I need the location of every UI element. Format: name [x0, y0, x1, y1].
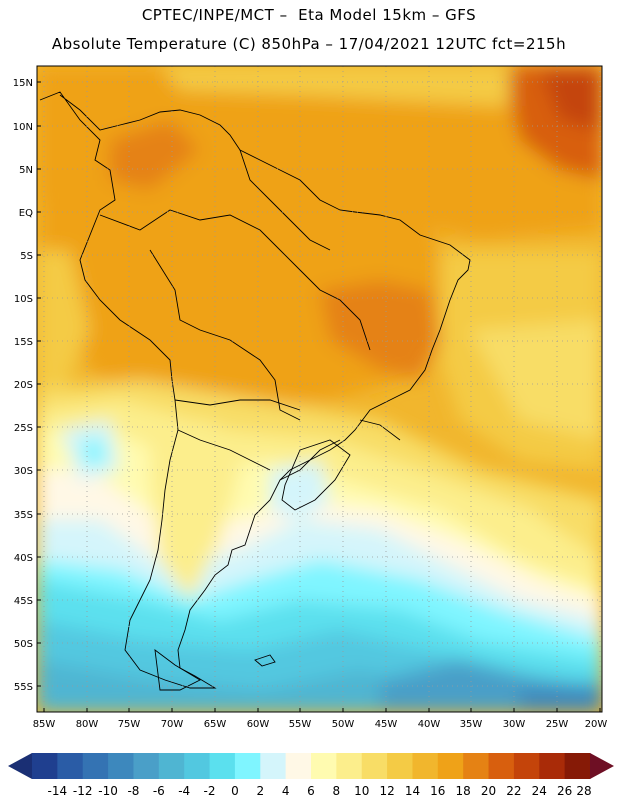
map-frame	[36, 65, 603, 713]
colorbar-swatch	[260, 753, 287, 779]
colorbar-swatch	[184, 753, 211, 779]
colorbar-label: -4	[178, 784, 190, 798]
colorbar-label: 0	[231, 784, 239, 798]
lat-label: 30S	[14, 466, 33, 477]
colorbar-label: 8	[333, 784, 341, 798]
lat-label: 5N	[19, 165, 33, 176]
lon-label: 35W	[460, 719, 483, 730]
colorbar-label: -14	[48, 784, 68, 798]
colorbar-swatch	[82, 753, 109, 779]
map-title-line1: CPTEC/INPE/MCT – Eta Model 15km – GFS	[141, 6, 477, 24]
colorbar-left-tip	[8, 753, 32, 779]
colorbar-swatch	[158, 753, 185, 779]
colorbar-swatch	[57, 753, 84, 779]
colorbar-swatch	[564, 753, 591, 779]
colorbar-swatch	[463, 753, 490, 779]
colorbar-label: 10	[354, 784, 369, 798]
lon-label: 60W	[247, 719, 270, 730]
lon-label: 20W	[585, 719, 608, 730]
colorbar-label: 4	[282, 784, 290, 798]
colorbar-label: 28	[576, 784, 591, 798]
colorbar-right-tip	[590, 753, 614, 779]
colorbar-swatch	[387, 753, 413, 779]
colorbar-label: 26	[557, 784, 572, 798]
lon-label: 50W	[332, 719, 355, 730]
lat-label: 40S	[14, 553, 33, 564]
lon-label: 75W	[118, 719, 141, 730]
colorbar-label: -12	[73, 784, 93, 798]
lat-label: 45S	[14, 596, 33, 607]
colorbar-swatch	[32, 753, 58, 779]
colorbar-label: 14	[405, 784, 420, 798]
colorbar-swatch	[285, 753, 312, 779]
colorbar-swatch	[539, 753, 566, 779]
colorbar-label: 20	[481, 784, 496, 798]
lat-label: 20S	[14, 380, 33, 391]
colorbar-swatch	[488, 753, 515, 779]
lon-label: 45W	[375, 719, 398, 730]
colorbar-swatch	[513, 753, 540, 779]
colorbar-label: -6	[153, 784, 165, 798]
lat-label: EQ	[19, 208, 33, 219]
colorbar-label: 22	[506, 784, 521, 798]
lon-label: 65W	[204, 719, 227, 730]
colorbar-label: 24	[532, 784, 547, 798]
colorbar-label: 16	[430, 784, 445, 798]
colorbar-swatch	[412, 753, 439, 779]
lat-label: 10S	[14, 294, 33, 305]
lat-label: 25S	[14, 423, 33, 434]
temperature-field	[37, 66, 602, 712]
axis-ticks	[37, 81, 601, 712]
lat-label: 35S	[14, 510, 33, 521]
lon-label: 40W	[418, 719, 441, 730]
lon-label: 55W	[289, 719, 312, 730]
colorbar-swatch	[133, 753, 160, 779]
colorbar: -14 -12 -10 -8 -6 -4 -2 0 2 4 6 8 10 12 14 16 18 20 22 24 26…	[8, 753, 614, 798]
colorbar-swatch	[361, 753, 388, 779]
coastlines	[39, 91, 471, 691]
colorbar-label: 6	[307, 784, 315, 798]
lat-label: 15S	[14, 337, 33, 348]
colorbar-label: 12	[379, 784, 394, 798]
lat-label: 5S	[20, 251, 33, 262]
lat-label: 55S	[14, 682, 33, 693]
colorbar-label: -8	[127, 784, 139, 798]
colorbar-swatch	[108, 753, 134, 779]
lon-label: 85W	[33, 719, 56, 730]
colorbar-label: 2	[256, 784, 264, 798]
colorbar-swatch	[209, 753, 236, 779]
graticule	[37, 66, 602, 712]
colorbar-label: -10	[98, 784, 118, 798]
lon-label: 30W	[503, 719, 526, 730]
colorbar-label: -2	[204, 784, 216, 798]
lat-label: 50S	[14, 639, 33, 650]
lon-label: 80W	[76, 719, 99, 730]
longitude-labels: 85W 80W 75W 70W 65W 60W 55W 50W 45W 40W …	[33, 719, 608, 730]
colorbar-swatch	[234, 753, 261, 779]
colorbar-swatch	[437, 753, 464, 779]
latitude-labels: 15N 10N 5N EQ 5S 10S 15S 20S 25S 30S 35S…	[13, 78, 33, 693]
lat-label: 10N	[13, 122, 33, 133]
lon-label: 70W	[161, 719, 184, 730]
colorbar-swatch	[336, 753, 363, 779]
lat-label: 15N	[13, 78, 33, 89]
colorbar-swatch	[311, 753, 337, 779]
map-title-line2: Absolute Temperature (C) 850hPa – 17/04/…	[51, 35, 567, 53]
lon-label: 25W	[546, 719, 569, 730]
colorbar-label: 18	[456, 784, 471, 798]
